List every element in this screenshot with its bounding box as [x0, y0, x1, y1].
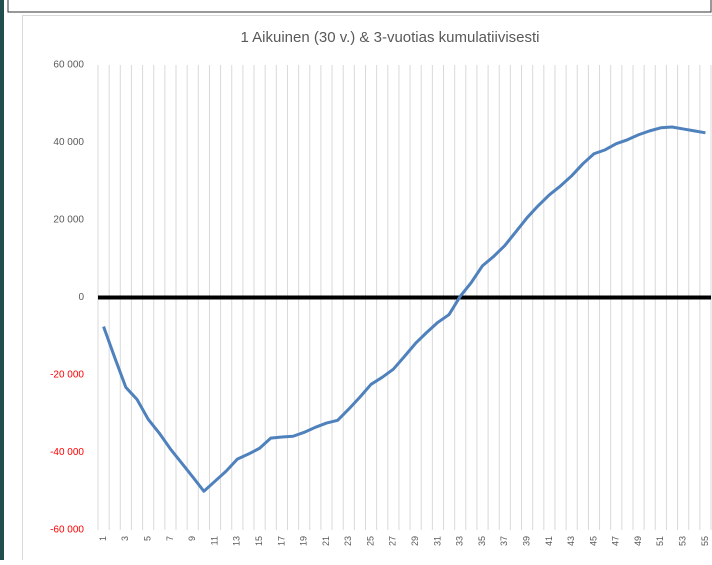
x-tick-label: 39 — [521, 536, 531, 546]
x-tick-label: 45 — [588, 536, 598, 546]
chart-frame — [23, 16, 712, 561]
x-tick-label: 7 — [165, 536, 175, 541]
x-tick-label: 29 — [410, 536, 420, 546]
x-tick-label: 55 — [700, 536, 710, 546]
y-tick-label: -60 000 — [50, 525, 84, 536]
x-tick-label: 27 — [388, 536, 398, 546]
x-tick-label: 33 — [455, 536, 465, 546]
x-tick-label: 3 — [120, 536, 130, 541]
x-tick-label: 53 — [678, 536, 688, 546]
y-tick-label: 20 000 — [53, 215, 84, 226]
x-tick-label: 9 — [187, 536, 197, 541]
x-tick-label: 11 — [209, 536, 219, 545]
x-tick-label: 51 — [655, 536, 665, 546]
x-tick-label: 17 — [276, 536, 286, 546]
x-tick-label: 5 — [143, 536, 153, 541]
x-tick-label: 49 — [633, 536, 643, 546]
chart-title: 1 Aikuinen (30 v.) & 3-vuotias kumulatii… — [240, 29, 539, 46]
x-tick-label: 47 — [611, 536, 621, 546]
x-tick-label: 15 — [254, 536, 264, 546]
y-tick-label: 40 000 — [53, 137, 84, 148]
x-tick-label: 31 — [432, 536, 442, 546]
x-tick-label: 25 — [365, 536, 375, 546]
x-tick-label: 19 — [299, 536, 309, 546]
window-edge — [0, 0, 4, 560]
x-tick-label: 41 — [544, 536, 554, 546]
x-tick-label: 23 — [343, 536, 353, 546]
x-tick-label: 43 — [566, 536, 576, 546]
y-tick-label: -20 000 — [50, 370, 84, 381]
top-panel — [8, 0, 711, 12]
y-tick-label: 0 — [78, 292, 84, 303]
y-tick-label: -40 000 — [50, 447, 84, 458]
x-tick-label: 37 — [499, 536, 509, 546]
x-tick-label: 1 — [98, 536, 108, 541]
x-tick-label: 21 — [321, 536, 331, 546]
x-tick-label: 13 — [232, 536, 242, 546]
y-tick-label: 60 000 — [53, 60, 84, 71]
x-tick-label: 35 — [477, 536, 487, 546]
